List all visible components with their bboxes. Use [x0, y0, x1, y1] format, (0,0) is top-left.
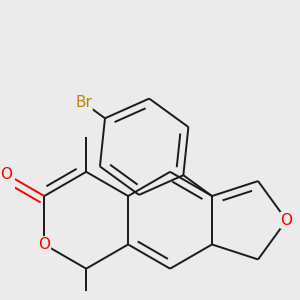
Text: O: O	[280, 213, 292, 228]
Text: Br: Br	[75, 95, 92, 110]
Text: O: O	[1, 167, 13, 182]
Text: O: O	[38, 237, 50, 252]
